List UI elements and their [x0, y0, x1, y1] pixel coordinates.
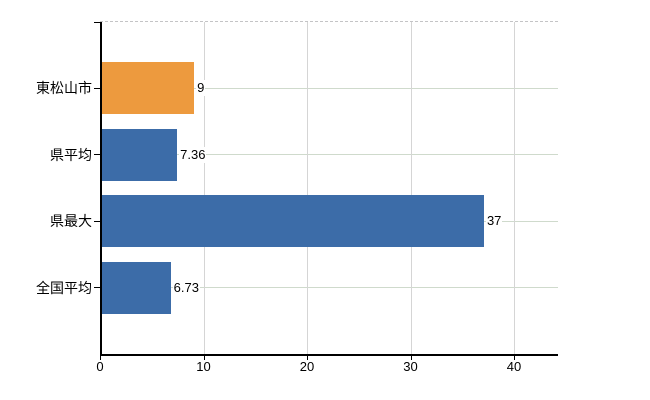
bar-value-label: 37	[485, 213, 503, 230]
y-tick	[94, 154, 100, 156]
plot-top-border	[100, 21, 558, 22]
x-tick-label: 30	[403, 359, 418, 374]
x-axis-line	[100, 354, 558, 356]
y-tick	[94, 287, 100, 289]
x-tick	[410, 355, 412, 360]
bar	[101, 195, 484, 248]
y-tick	[94, 87, 100, 89]
bar	[101, 62, 195, 115]
x-tick	[203, 355, 205, 360]
y-axis-top-tick	[94, 22, 100, 23]
category-label: 東松山市	[36, 80, 92, 97]
x-gridline	[514, 22, 515, 354]
x-tick	[100, 355, 101, 360]
x-gridline	[307, 22, 308, 354]
x-gridline	[203, 22, 205, 354]
category-label: 全国平均	[36, 279, 92, 296]
bar-value-label: 9	[196, 80, 206, 97]
bar-value-label: 7.36	[179, 146, 207, 163]
x-tick-label: 20	[299, 359, 315, 374]
x-tick-label: 0	[96, 359, 104, 374]
category-label: 県最大	[50, 213, 92, 230]
x-tick	[307, 355, 308, 360]
x-tick-label: 40	[506, 359, 522, 374]
category-gridline	[100, 87, 558, 89]
x-tick	[514, 355, 515, 360]
category-label: 県平均	[50, 146, 92, 163]
bar	[101, 261, 171, 314]
category-gridline	[100, 287, 558, 289]
y-tick	[94, 220, 100, 222]
bar	[101, 128, 178, 181]
bar-value-label: 6.73	[172, 279, 200, 296]
y-axis-line	[100, 22, 102, 354]
x-tick-label: 10	[196, 359, 211, 374]
category-gridline	[100, 154, 558, 156]
x-gridline	[410, 22, 412, 354]
